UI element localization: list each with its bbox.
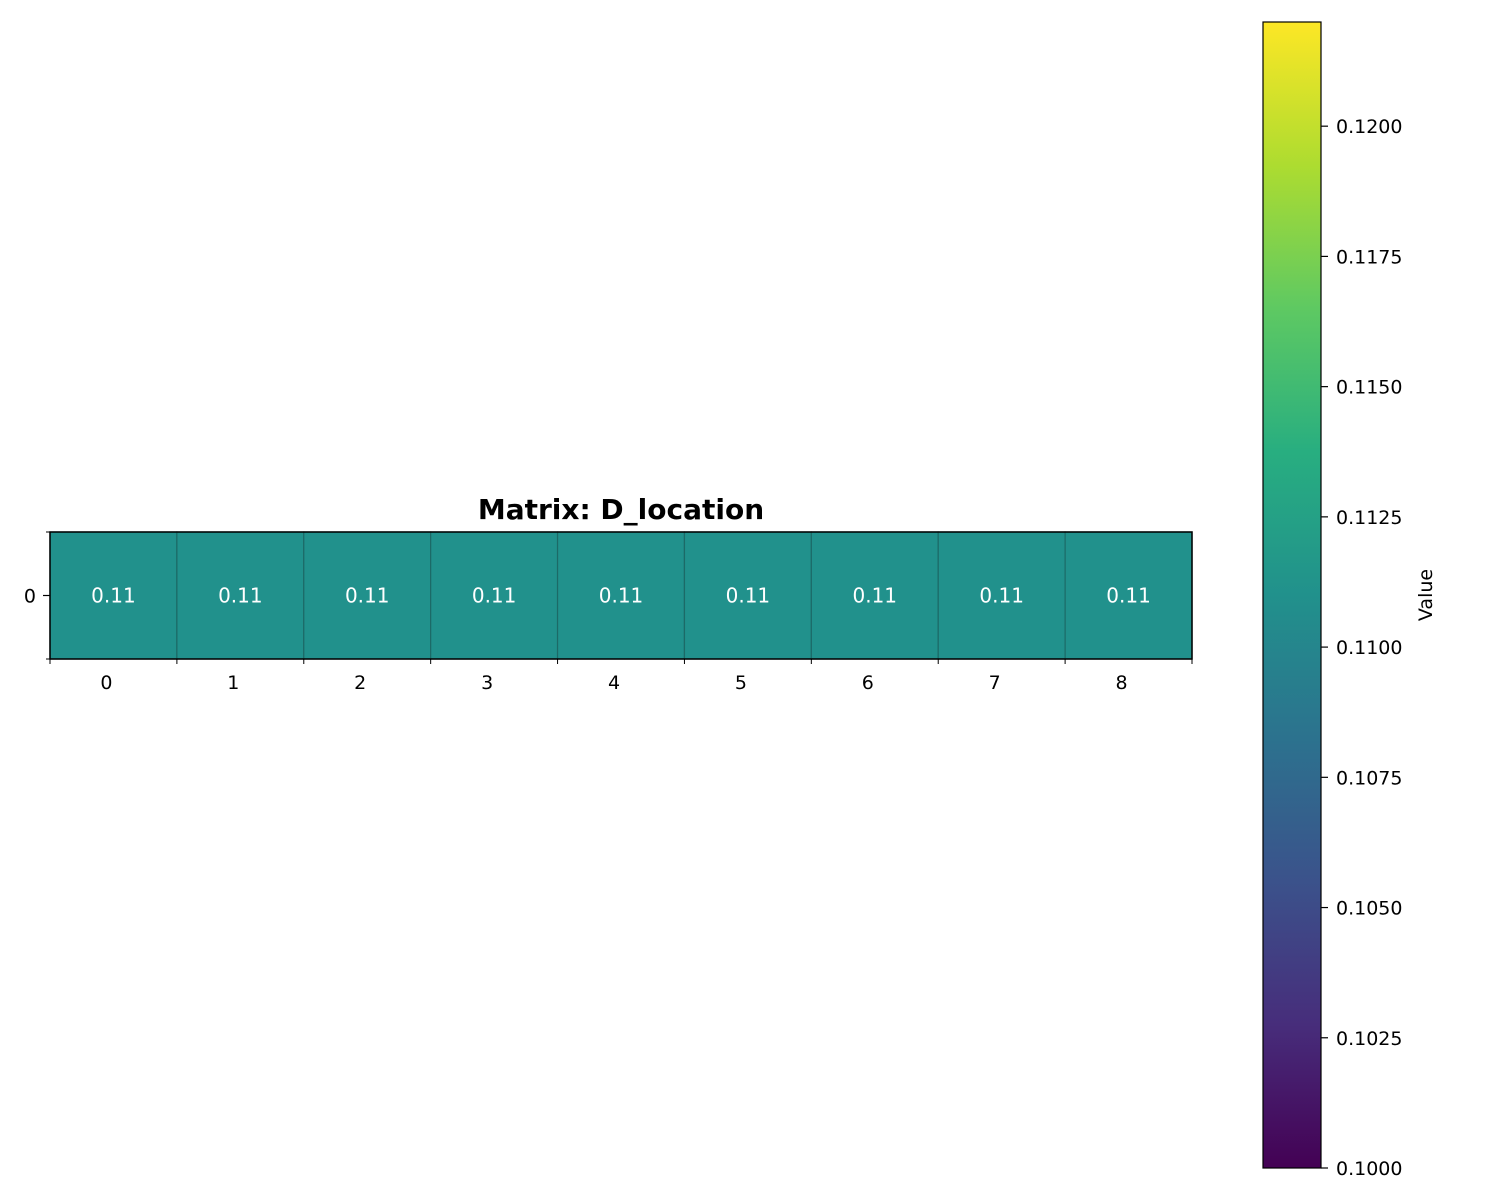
heatmap-cell [937,531,1066,660]
colorbar-ticks: 0.1000 0.1025 0.1050 0.1075 0.1100 0.1125 0.11… [1321,116,1402,1180]
colorbar: 0.1000 0.1025 0.1050 0.1075 0.1100 0.1125 0.11… [1262,21,1437,1180]
colorbar-tick-label: 0.1175 [1336,246,1402,268]
x-tick-label: 8 [1116,672,1128,694]
cell-value-label: 0.11 [726,584,771,608]
x-tick-label: 0 [100,672,112,694]
cell-value-label: 0.11 [345,584,390,608]
cell-value-label: 0.11 [91,584,136,608]
plot-frame [49,531,1193,660]
colorbar-label: Value [1415,569,1437,621]
x-tick-label: 5 [735,672,747,694]
heatmap-cells: 0.11 0.11 0.11 0.11 0.11 0.11 0.11 0.11 0.11 [49,531,1193,660]
x-tick-label: 7 [989,672,1001,694]
heatmap-cell [49,531,178,660]
colorbar-tick-label: 0.1025 [1336,1028,1402,1050]
cell-value-label: 0.11 [853,584,898,608]
colorbar-tick-label: 0.1075 [1336,767,1402,789]
cell-value-label: 0.11 [1106,584,1151,608]
y-tick-label: 0 [24,586,36,608]
cell-value-label: 0.11 [218,584,263,608]
x-axis-ticks: 0 1 2 3 4 5 6 7 8 [49,659,1193,694]
colorbar-tick-label: 0.1125 [1336,507,1402,529]
cell-value-label: 0.11 [472,584,517,608]
colorbar-tick-label: 0.1100 [1336,637,1402,659]
colorbar-tick-label: 0.1200 [1336,116,1402,138]
heatmap-cell [430,531,559,660]
colorbar-tick-label: 0.1000 [1336,1158,1402,1180]
x-tick-label: 6 [862,672,874,694]
y-axis-ticks: 0 [24,531,50,660]
colorbar-tick-label: 0.1050 [1336,898,1402,920]
x-tick-label: 4 [608,672,620,694]
x-tick-label: 1 [227,672,239,694]
colorbar-tick-label: 0.1150 [1336,377,1402,399]
heatmap-cell [176,531,305,660]
cell-value-label: 0.11 [979,584,1024,608]
x-tick-label: 2 [354,672,366,694]
cell-value-label: 0.11 [599,584,644,608]
colorbar-gradient [1262,21,1322,1169]
x-tick-label: 3 [481,672,493,694]
heatmap-cell [556,531,686,660]
heatmap-cell [683,531,812,660]
chart-title: Matrix: D_location [478,493,764,526]
